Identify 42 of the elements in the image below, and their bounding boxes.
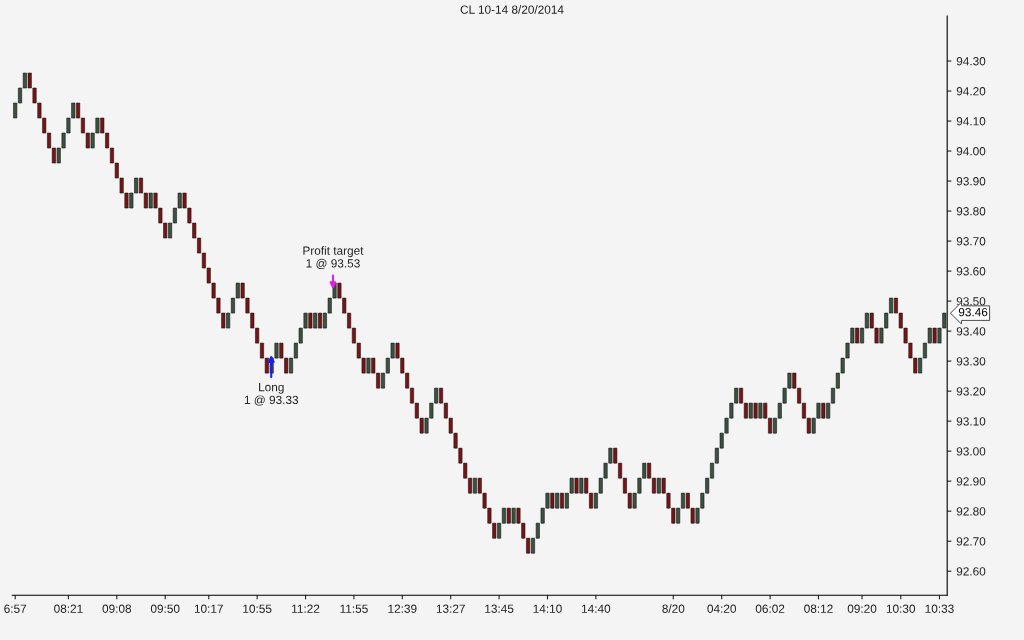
y-tick-label: 92.90 (956, 477, 986, 486)
x-tick-label: 08:21 (54, 604, 83, 613)
y-tick-label: 92.70 (956, 537, 986, 546)
x-tick-label: 12:39 (388, 604, 417, 613)
y-tick-label: 94.30 (956, 57, 986, 66)
y-tick-label: 93.20 (956, 387, 986, 396)
x-tick-label: 11:22 (292, 604, 320, 613)
x-tick-label: 06:02 (755, 604, 785, 613)
x-tick-label: 10:33 (925, 604, 954, 613)
x-tick-label: 8/20 (662, 604, 685, 613)
y-tick-label: 93.60 (956, 267, 986, 276)
x-tick-label: 10:30 (886, 604, 916, 613)
x-tick-label: 10:55 (243, 604, 272, 613)
y-tick-label: 93.70 (956, 237, 986, 246)
y-tick-label: 93.50 (956, 297, 986, 306)
x-tick-label: 09:20 (847, 604, 877, 613)
y-tick-label: 94.20 (956, 87, 986, 96)
x-tick-label: 10:17 (194, 604, 223, 613)
x-tick-label: 09:08 (102, 604, 132, 613)
y-tick-label: 93.40 (956, 327, 986, 336)
x-tick-label: 6:57 (4, 604, 27, 613)
y-tick-label: 93.30 (956, 357, 986, 366)
y-tick-label: 94.10 (956, 117, 986, 126)
annotation: Long 1 @ 93.33 (244, 383, 299, 406)
x-tick-label: 13:27 (436, 604, 465, 613)
x-tick-label: 11:55 (340, 604, 368, 613)
annotation: Profit target 1 @ 93.53 (303, 246, 364, 270)
y-tick-label: 93.10 (956, 417, 986, 426)
y-tick-label: 93.90 (956, 177, 986, 186)
y-tick-label: 93.80 (956, 207, 986, 216)
text: 93.46 (958, 307, 988, 317)
x-tick-label: 14:10 (533, 604, 562, 613)
x-tick-label: 14:40 (582, 604, 611, 613)
x-tick-label: 04:20 (707, 604, 737, 613)
y-tick-label: 92.80 (956, 507, 986, 516)
x-tick-label: 13:45 (485, 604, 514, 613)
y-tick-label: 92.60 (956, 567, 986, 576)
x-tick-label: 09:50 (150, 604, 180, 613)
y-tick-label: 93.00 (956, 447, 986, 456)
y-tick-label: 94.00 (956, 147, 986, 156)
chart-title: CL 10-14 8/20/2014 (460, 5, 564, 14)
x-tick-label: 08:12 (804, 604, 833, 613)
